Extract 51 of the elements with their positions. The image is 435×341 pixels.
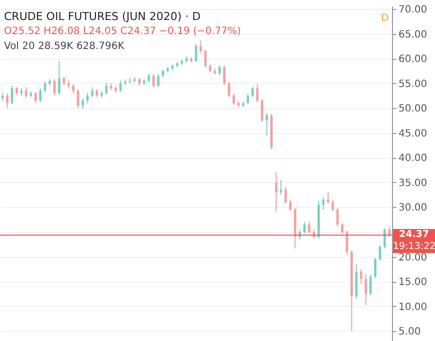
y-tick-label: 60.00 [398,54,428,66]
y-tick-label: 55.00 [398,78,428,90]
candlestick [200,40,202,54]
y-tick-label: 45.00 [398,128,428,140]
candlestick [322,196,325,210]
candlestick [204,49,207,68]
candlestick [76,88,80,109]
ref-line-label: 24.37 [393,229,435,242]
candlestick [289,199,292,212]
candlestick [388,226,391,238]
candlestick [251,86,254,98]
candlestick [364,274,368,306]
candlestick [157,73,160,88]
candlestick [374,257,376,279]
chart-title: CRUDE OIL FUTURES (JUN 2020) · D [4,10,201,23]
candlestick [39,88,42,103]
candlestick [308,220,310,234]
y-tick-label: 20.00 [398,252,428,264]
y-tick-label: 40.00 [398,153,428,164]
candlestick [256,83,259,103]
text: O25.52 H26.08 L24.05 C24.37 −0.19 (−0.77%) [4,26,242,37]
candlestick [223,65,226,86]
y-tick-label: 65.00 [398,29,428,40]
y-tick-label: 70.00 [398,4,428,16]
y-tick-label: 30.00 [398,202,428,214]
candlestick [246,94,250,105]
candlestick [105,82,108,95]
candlestick [266,112,268,136]
annotation: D [381,13,390,24]
y-tick-label: 35.00 [398,178,428,189]
candlestick [341,222,344,234]
y-tick-label: 5.00 [398,326,421,338]
y-tick-label: 10.00 [398,302,428,313]
candlestick [218,64,221,76]
y-tick-label: 15.00 [398,277,428,288]
candlestick [284,186,287,204]
candlestick [274,172,278,213]
text: 19:13:22 [393,241,435,254]
annotation: Vol 20 28.59K 628.796K [4,41,125,52]
candlestick [280,179,282,196]
candlestick [332,199,334,212]
candlestick [91,86,94,98]
candlestick [58,60,60,95]
candlestick [383,228,386,249]
y-tick-label: 50.00 [398,104,428,115]
candlestick [232,92,235,106]
candlestick [82,98,84,110]
candlestick [360,268,362,285]
candlestick [34,92,37,104]
candlestick [24,86,28,99]
candlestick [6,92,9,109]
